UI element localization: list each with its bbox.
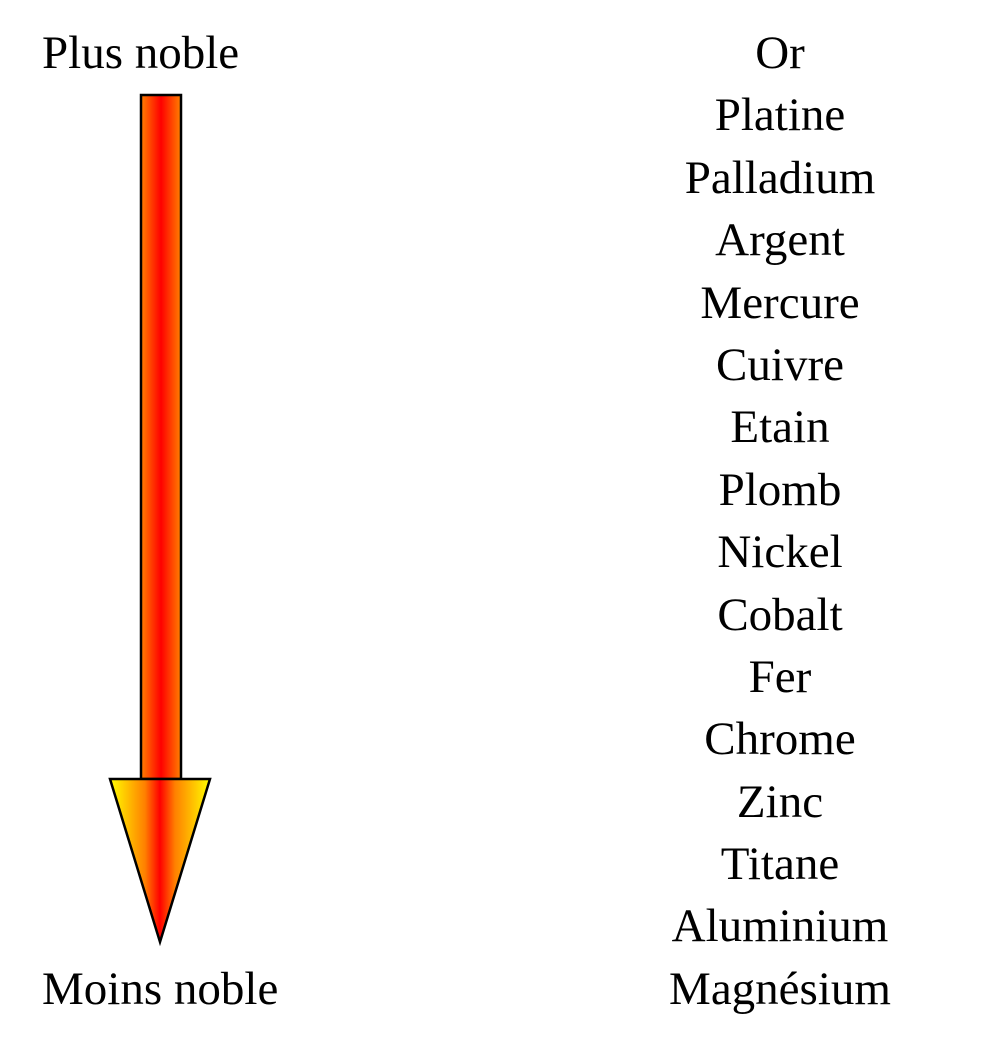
metal-item: Palladium	[684, 151, 876, 204]
metal-item: Magnésium	[669, 962, 891, 1015]
metal-item: Nickel	[717, 526, 843, 579]
metal-item: Platine	[714, 89, 846, 142]
metal-item: Zinc	[736, 775, 824, 828]
metal-list: Or Platine Palladium Argent Mercure Cuivre Eta…	[610, 27, 950, 1028]
metal-item: Cobalt	[717, 588, 843, 641]
metal-item: Or	[755, 27, 805, 79]
metal-item: Plomb	[718, 463, 842, 516]
metal-item: Argent	[715, 214, 845, 267]
arrow-shaft	[139, 93, 183, 781]
metal-item: Aluminium	[671, 900, 889, 953]
metal-item: Fer	[748, 650, 812, 703]
metal-item: Mercure	[700, 276, 860, 329]
metal-item: Titane	[720, 838, 840, 891]
metal-item: Chrome	[704, 713, 856, 766]
more-noble-label: Plus noble	[42, 27, 240, 79]
down-arrow-icon	[108, 93, 212, 947]
metal-item: Cuivre	[716, 338, 844, 391]
metal-item: Etain	[730, 401, 830, 454]
arrow-head	[108, 777, 212, 947]
less-noble-label: Moins noble	[42, 963, 279, 1015]
